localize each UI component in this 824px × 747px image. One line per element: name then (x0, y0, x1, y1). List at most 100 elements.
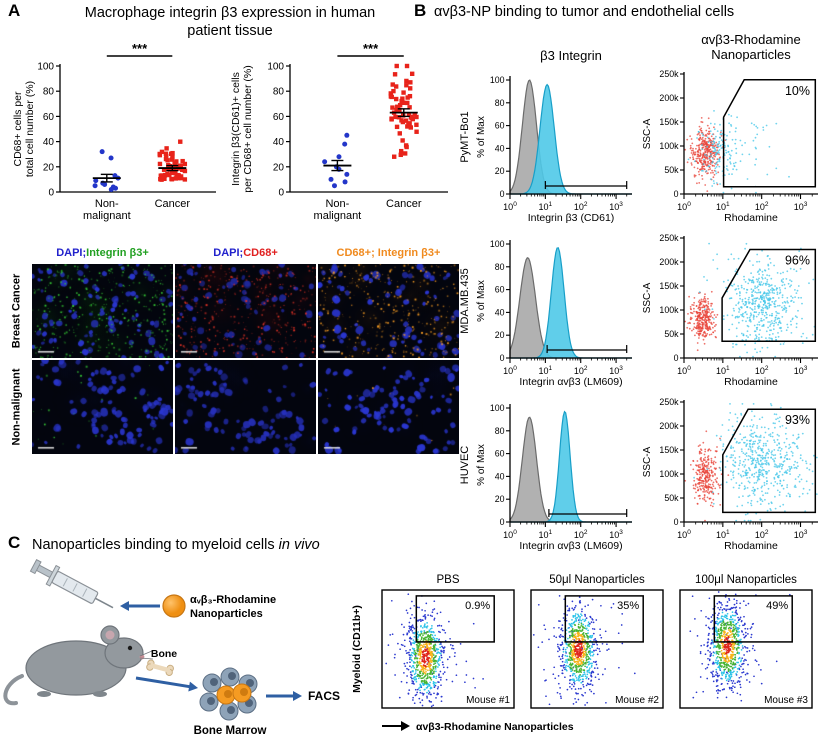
gate-percentage: 0.9% (465, 600, 490, 612)
y-tick-label: 50k (664, 329, 679, 339)
micro-image-nonmal-cd68-integrin (318, 360, 459, 454)
data-point (159, 149, 165, 155)
log-tick-label: 103 (794, 529, 808, 540)
dotplot-cd68-cells: 0 20 40 60 80 100 CD68+ cells per total cell nu… (12, 41, 216, 222)
arrow-head (188, 681, 198, 692)
y-tick-label: 0 (500, 353, 505, 363)
y-tick-label: 80 (43, 87, 55, 98)
y-tick-label: 150k (659, 281, 679, 291)
micro-image-breast-dapi-integrin (32, 264, 173, 358)
y-tick-label: 200k (659, 257, 679, 267)
y-axis-label: CD68+ cells per (12, 91, 24, 166)
y-tick-label: 60 (273, 112, 285, 123)
y-tick-label: 0 (48, 188, 54, 199)
data-point (404, 83, 409, 88)
data-point (92, 183, 98, 189)
y-tick-label: 250k (659, 69, 679, 79)
y-tick-label: 20 (495, 166, 505, 176)
x-axis-label: αvβ3-Rhodamine Nanoparticles (416, 721, 574, 733)
plot-frame (381, 589, 515, 709)
y-axis-label: SSC-A (642, 282, 653, 313)
invivo-flow-plots: Myeloid (CD11b+) PBS 0.9% Mouse #1 50μl Nano… (351, 574, 813, 733)
data-point (400, 138, 405, 143)
log-tick-label: 101 (716, 365, 730, 376)
data-point (165, 158, 170, 163)
data-point (397, 107, 402, 113)
micro-header-seg: DAPI; (213, 247, 244, 259)
data-point (393, 84, 399, 89)
log-tick-label: 100 (503, 201, 517, 212)
row-label: PyMT-Bo1 (459, 111, 471, 162)
data-point (391, 88, 396, 94)
y-tick-label: 100 (490, 403, 505, 413)
micro-row-label-breast-cancer: Breast Cancer (10, 273, 22, 349)
data-point (402, 151, 408, 156)
gate-outline (564, 595, 644, 643)
gate-outline (713, 595, 793, 643)
mouse-icon (3, 625, 154, 706)
data-point (99, 149, 105, 155)
data-point (93, 178, 99, 184)
data-point (182, 161, 188, 167)
y-axis-label: % of Max (476, 280, 487, 322)
y-tick-label: 0 (674, 353, 679, 363)
x-category-label: Cancer (155, 198, 191, 210)
data-point (182, 177, 188, 182)
dotplot-integrin-b3-cells: 0 20 40 60 80 100 Integrin β3(CD61)+ cells per … (230, 41, 448, 222)
data-point (170, 154, 175, 160)
data-point (396, 115, 402, 120)
data-point (388, 91, 393, 96)
mouse-label: Mouse #2 (615, 695, 659, 706)
y-axis-label: total cell number (%) (24, 81, 36, 177)
micro-image-breast-cd68-integrin (318, 264, 459, 358)
gate-outline (722, 79, 817, 188)
flow-histogram-huvec: HUVEC % of Max 0 20 40 60 80 100 100 101 102 103Int… (459, 403, 632, 552)
x-axis-label: Integrin αvβ3 (LM609) (519, 376, 622, 388)
bone-marrow-cells-icon (199, 667, 258, 721)
y-tick-label: 0 (674, 517, 679, 527)
data-point (173, 176, 179, 181)
data-point (391, 154, 397, 159)
log-tick-label: 103 (794, 201, 808, 212)
y-axis-label: Myeloid (CD11b+) (351, 605, 363, 693)
data-point (178, 163, 184, 169)
micro-header-seg: DAPI; (56, 247, 87, 259)
y-tick-label: 80 (495, 426, 505, 436)
y-tick-label: 20 (495, 330, 505, 340)
data-point (328, 176, 334, 182)
x-axis-label: Rhodamine (724, 540, 778, 552)
data-point (342, 179, 348, 185)
micro-header-seg: Integrin β3+ (86, 247, 149, 259)
data-point (169, 177, 175, 182)
panel-a-title-line2: patient tissue (187, 23, 273, 39)
log-tick-label: 102 (574, 529, 588, 540)
micro-header-seg: CD68+ (243, 247, 278, 259)
data-point (176, 175, 181, 181)
panel-c-title: Nanoparticles binding to myeloid cells i… (32, 537, 320, 553)
data-point (163, 151, 169, 156)
y-axis-label: SSC-A (642, 118, 653, 149)
y-tick-label: 60 (43, 112, 55, 123)
data-point (157, 151, 162, 157)
data-point (394, 63, 399, 69)
arrow-head (120, 601, 129, 611)
gate-percentage: 96% (785, 254, 810, 268)
data-point (331, 183, 337, 189)
y-tick-label: 40 (495, 143, 505, 153)
arrow-head (401, 721, 410, 731)
data-point (390, 82, 395, 87)
data-point (406, 112, 412, 117)
mouse-label: Mouse #3 (764, 695, 808, 706)
x-category-label: malignant (83, 210, 131, 222)
data-point (409, 116, 414, 121)
y-tick-label: 100k (659, 469, 679, 479)
flow-scatter-huvec: SSC-A 0 50k 100k 150k 200k 250k 100 101 102 103 93%… (642, 397, 818, 552)
gate-percentage: 49% (766, 600, 788, 612)
data-point (408, 80, 413, 85)
data-point (401, 90, 406, 95)
plot-frame (679, 589, 813, 709)
bone-marrow-label: Bone Marrow (194, 725, 267, 737)
y-tick-label: 0 (500, 517, 505, 527)
y-tick-label: 40 (495, 471, 505, 481)
panel-a-title: Macrophage integrin β3 expression in hum… (40, 4, 420, 40)
